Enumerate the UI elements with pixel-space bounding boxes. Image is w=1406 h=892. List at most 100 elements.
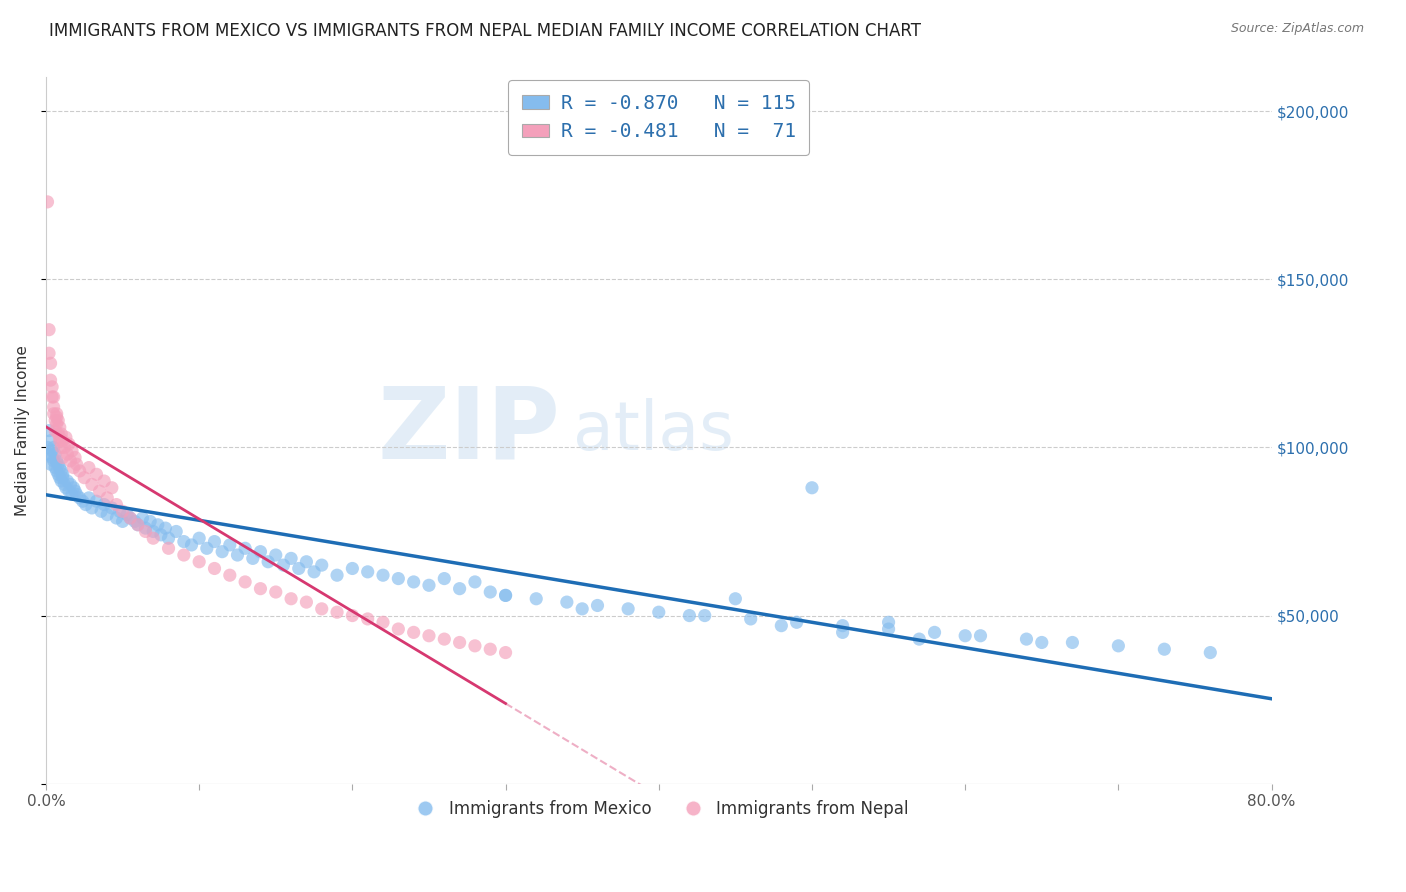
Point [44,460,66,475]
Point [479,585,502,599]
Point [357,565,380,579]
Point [37,441,59,455]
Point [96,491,118,505]
Point [44,447,66,461]
Point [46,457,69,471]
Point [908,632,931,646]
Point [149,528,172,542]
Point [387,572,409,586]
Point [51,426,73,441]
Point [924,625,946,640]
Point [62,460,84,475]
Point [801,481,824,495]
Point [44,413,66,427]
Point [127,517,149,532]
Point [264,548,287,562]
Point [90,504,112,518]
Point [53,441,76,455]
Point [38,346,60,360]
Point [45,410,67,425]
Point [124,515,146,529]
Point [127,517,149,532]
Point [108,504,131,518]
Point [280,591,302,606]
Point [524,591,547,606]
Point [249,544,271,558]
Point [93,498,115,512]
Point [831,625,853,640]
Point [131,511,153,525]
Point [89,484,111,499]
Point [38,424,60,438]
Point [39,457,62,471]
Point [49,430,72,444]
Text: IMMIGRANTS FROM MEXICO VS IMMIGRANTS FROM NEPAL MEDIAN FAMILY INCOME CORRELATION: IMMIGRANTS FROM MEXICO VS IMMIGRANTS FRO… [49,22,921,40]
Point [65,457,87,471]
Point [63,484,86,499]
Text: atlas: atlas [574,398,734,464]
Point [39,356,62,370]
Point [86,494,108,508]
Point [142,524,165,539]
Point [495,588,517,602]
Point [188,555,211,569]
Point [571,602,593,616]
Point [311,602,333,616]
Point [402,625,425,640]
Point [42,400,65,414]
Point [273,558,295,573]
Point [402,574,425,589]
Point [41,390,63,404]
Point [617,602,640,616]
Point [233,574,256,589]
Point [357,612,380,626]
Point [56,447,79,461]
Point [311,558,333,573]
Point [1062,635,1084,649]
Point [249,582,271,596]
Point [105,511,128,525]
Point [770,618,793,632]
Point [418,629,440,643]
Point [65,487,87,501]
Point [877,622,900,636]
Point [120,511,142,525]
Point [39,373,62,387]
Point [495,646,517,660]
Point [257,555,280,569]
Point [146,517,169,532]
Point [555,595,578,609]
Point [45,454,67,468]
Point [371,568,394,582]
Point [218,538,240,552]
Point [51,441,73,455]
Point [45,464,67,478]
Point [678,608,700,623]
Point [53,477,76,491]
Point [786,615,808,630]
Point [46,467,69,482]
Point [60,487,83,501]
Point [740,612,762,626]
Point [1153,642,1175,657]
Point [72,494,94,508]
Point [42,407,65,421]
Point [52,450,75,465]
Point [342,561,364,575]
Point [105,498,128,512]
Point [433,632,456,646]
Point [115,508,138,522]
Point [464,639,486,653]
Point [42,441,65,455]
Point [51,474,73,488]
Point [60,443,83,458]
Point [86,467,108,482]
Point [101,481,124,495]
Point [226,548,249,562]
Point [111,515,134,529]
Point [586,599,609,613]
Point [1015,632,1038,646]
Point [41,443,63,458]
Point [204,561,226,575]
Point [218,568,240,582]
